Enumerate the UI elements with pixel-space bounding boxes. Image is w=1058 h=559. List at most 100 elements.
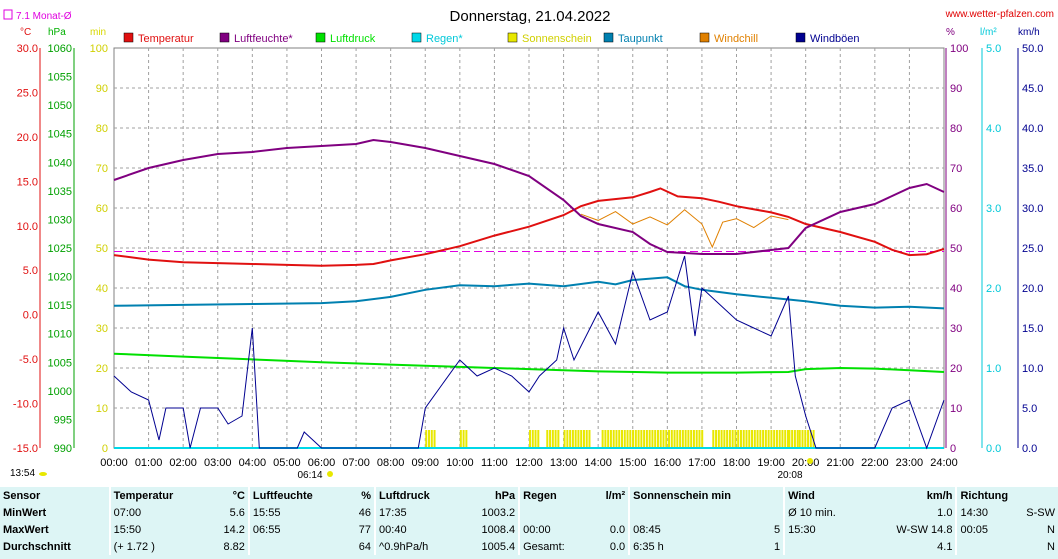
y-tick-label: 1060 [48,43,72,55]
sunrise-icon [327,471,333,477]
x-tick-label: 15:00 [619,457,647,469]
sunshine-bar [569,430,572,448]
legend-label: Windböen [810,33,860,45]
sunshine-bar [781,430,784,448]
y-tick-label: 30 [96,323,108,335]
sunshine-bar [430,430,433,448]
y-tick-label: 100 [90,43,108,55]
sunshine-bar [662,430,665,448]
stats-cell: N [1047,540,1055,553]
y-tick-label: 0 [102,443,108,455]
y-tick-label: 30 [950,323,962,335]
x-tick-label: 07:00 [342,457,370,469]
sunshine-bar [756,430,759,448]
legend-label: Sonnenschein [522,33,592,45]
unit-rain: l/m² [980,27,997,38]
sunshine-bar [687,430,690,448]
series-line-temperatur [113,187,945,267]
stats-cell: MaxWert [3,523,49,536]
legend-label: Regen* [426,33,463,45]
y-tick-label: 5.0 [1022,403,1037,415]
stats-cell: 1008.4 [481,523,516,536]
sunshine-bar [604,430,607,448]
y-tick-label: 0.0 [23,310,38,322]
x-tick-label: 17:00 [688,457,716,469]
sunshine-bar [717,430,720,448]
sunshine-bar [574,430,577,448]
sunshine-bar [531,430,534,448]
stats-cell: 07:00 [108,504,208,521]
sunshine-bar [692,430,695,448]
sunshine-bar [534,430,537,448]
y-tick-label: 1.0 [986,363,1001,375]
sunshine-bar [571,430,574,448]
sunshine-bar [620,430,623,448]
sunshine-bar [764,430,767,448]
stats-cell: W-SW 14.8 [896,523,953,536]
x-tick-label: 23:00 [896,457,924,469]
y-tick-label: 1005 [48,357,72,369]
x-tick-label: 02:00 [169,457,197,469]
sunshine-bar [759,430,762,448]
x-tick-label: 03:00 [204,457,232,469]
y-tick-label: 50.0 [1022,43,1043,55]
stats-cell: Ø 10 min. [783,504,865,521]
stats-cell [590,504,629,521]
stats-cell [628,504,744,521]
y-tick-label: 1025 [48,243,72,255]
y-tick-label: 70 [950,163,962,175]
stats-header-cell: % [361,489,372,502]
y-tick-label: 1050 [48,100,72,112]
unit-temp: °C [20,27,31,38]
y-tick-label: 60 [950,203,962,215]
sunshine-bar [698,430,701,448]
y-tick-label: 30.0 [17,43,38,55]
sunshine-bar [791,430,794,448]
sunshine-bar [459,430,462,448]
sunshine-bar [425,430,428,448]
sunshine-bar [670,430,673,448]
x-tick-label: 08:00 [377,457,405,469]
stats-cell: 1003.2 [481,506,516,519]
site-link[interactable]: www.wetter-pfalzen.com [945,9,1054,20]
y-tick-label: 25.0 [17,87,38,99]
sunshine-bar [640,430,643,448]
y-tick-label: 5.0 [986,43,1001,55]
sunshine-bar [731,430,734,448]
stats-cell: 17:35 [374,504,460,521]
y-tick-label: 1055 [48,72,72,84]
sunshine-bar [748,430,751,448]
x-tick-label: 12:00 [515,457,543,469]
sunshine-bar [739,430,742,448]
y-tick-label: 2.0 [986,283,1001,295]
stats-cell: 14.2 [223,523,245,536]
sunshine-bar [773,430,776,448]
sunshine-bar [566,430,569,448]
stats-cell [247,538,347,555]
sunshine-bar [728,430,731,448]
sunshine-bar [582,430,585,448]
x-tick-label: 00:00 [100,457,128,469]
sunshine-bar [798,430,801,448]
y-tick-label: 25.0 [1022,243,1043,255]
y-tick-label: 80 [950,123,962,135]
stats-cell: 14:30 [955,504,1008,521]
x-tick-label: 05:00 [273,457,301,469]
sunshine-bar [668,430,671,448]
unit-pressure: hPa [48,27,66,38]
sunshine-bar [433,430,436,448]
series-line-luftdruck [113,352,945,374]
sunshine-bar [742,430,745,448]
x-tick-label: 01:00 [135,457,163,469]
legend-swatch [603,32,614,43]
stats-header-row: Sensor Temperatur °C Luftfeuchte % Luftd… [0,487,1058,504]
sunshine-bar [529,430,531,448]
stats-cell: 1005.4 [481,540,516,553]
series-line-luftfeuchte [113,138,945,255]
y-tick-label: 10 [950,403,962,415]
sunshine-bar [796,430,799,448]
y-tick-label: 35.0 [1022,163,1043,175]
sunshine-bar [537,430,540,448]
sunshine-bar [665,430,668,448]
legend-label: Luftdruck [330,33,376,45]
